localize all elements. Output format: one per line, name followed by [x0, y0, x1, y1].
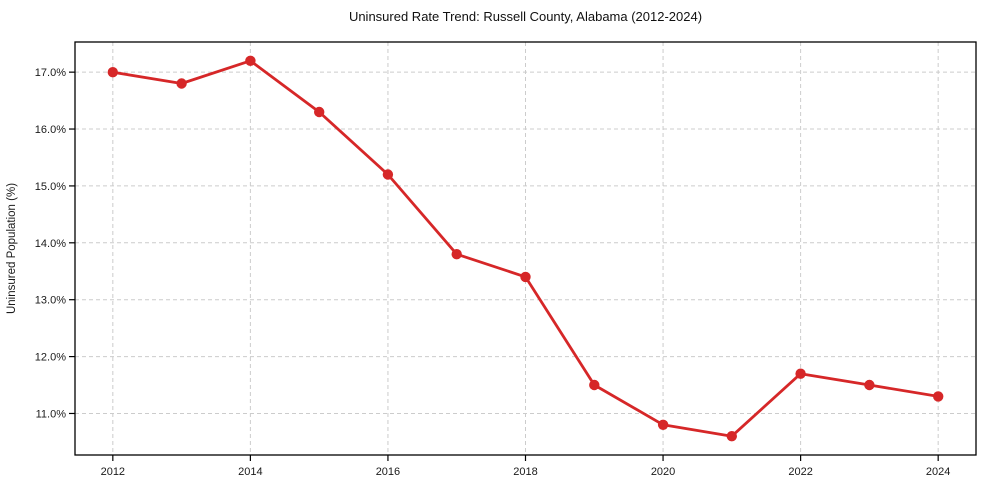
- y-tick-label: 11.0%: [36, 408, 67, 420]
- x-tick-label: 2020: [651, 466, 675, 478]
- data-point-2023: [864, 379, 875, 391]
- data-point-2020: [657, 419, 669, 430]
- y-axis-label: Uninsured Population (%): [6, 183, 18, 314]
- x-tick-label: 2014: [238, 466, 262, 478]
- data-point-2014: [245, 55, 256, 66]
- data-point-2013: [176, 78, 187, 89]
- chart-title: Uninsured Rate Trend: Russell County, Al…: [348, 9, 703, 24]
- data-point-2021: [726, 431, 737, 442]
- x-tick-label: 2018: [513, 466, 537, 478]
- data-point-2024: [933, 391, 944, 402]
- x-tick-label: 2016: [376, 466, 400, 478]
- y-tick-label: 12.0%: [35, 352, 66, 364]
- x-tick-label: 2012: [101, 466, 125, 478]
- data-point-2015: [314, 106, 325, 118]
- x-tick-label: 2022: [788, 466, 812, 478]
- data-point-2018: [520, 271, 531, 283]
- data-point-2019: [589, 379, 600, 391]
- data-point-2017: [451, 249, 462, 260]
- data-point-2016: [382, 169, 394, 180]
- y-tick-label: 16.0%: [35, 124, 66, 136]
- data-point-2012: [107, 67, 119, 78]
- y-tick-label: 13.0%: [35, 295, 66, 307]
- y-tick-label: 14.0%: [35, 238, 66, 250]
- y-tick-label: 17.0%: [35, 67, 66, 79]
- data-point-2022: [795, 368, 806, 379]
- y-tick-label: 15.0%: [35, 181, 66, 193]
- x-tick-label: 2024: [926, 466, 950, 478]
